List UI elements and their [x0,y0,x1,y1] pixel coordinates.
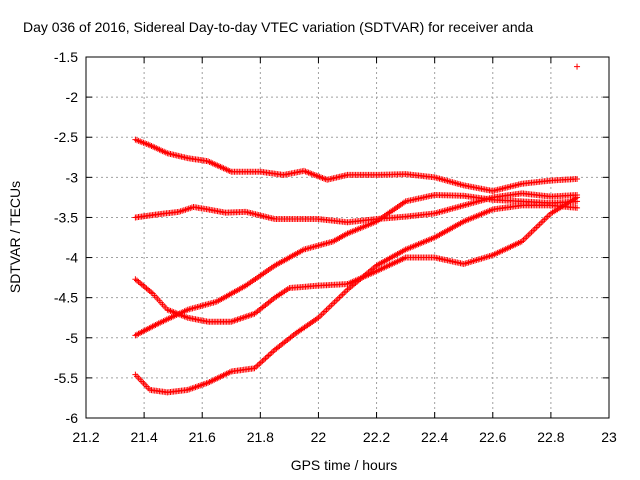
data-point [262,355,269,362]
x-tick-label: 22 [311,429,327,445]
x-axis-label: GPS time / hours [291,457,398,473]
x-tick-label: 22.2 [363,429,390,445]
data-point [251,365,258,372]
data-point [574,63,581,70]
data-point [256,361,263,368]
x-tick-label: 22.8 [537,429,564,445]
data-point [268,349,275,356]
data-point [146,288,153,295]
y-tick-label: -3.5 [54,209,78,225]
y-tick-label: -1.5 [54,49,78,65]
data-point [257,359,264,366]
x-tick-labels: 21.2 21.4 21.6 21.8 22 22.2 22.4 22.6 22.8 23 [72,429,617,445]
y-tick-label: -5.5 [54,370,78,386]
y-tick-label: -4.5 [54,290,78,306]
y-tick-label: -3 [66,169,79,185]
data-point [143,285,150,292]
x-tick-label: 23 [601,429,617,445]
y-tick-label: -4 [66,250,79,266]
grid [86,57,609,418]
y-tick-label: -5 [66,330,79,346]
data-point [267,351,274,358]
data-point [132,276,139,283]
data-point [574,198,581,205]
data-points [132,63,581,396]
y-tick-labels: -1.5 -2 -2.5 -3 -3.5 -4 -4.5 -5 -5.5 -6 [54,49,78,426]
series-track-5 [132,202,581,396]
data-point [135,278,142,285]
data-point [574,175,581,182]
data-point [133,277,140,284]
y-axis-label: SDTVAR / TECUs [7,181,23,293]
series-track-1 [132,136,581,194]
series-track-4 [132,191,581,339]
y-tick-label: -6 [66,410,79,426]
data-point [270,348,277,355]
data-point [140,282,147,289]
series-track-2 [132,190,581,226]
data-point [574,204,581,211]
data-point [264,353,271,360]
x-tick-label: 22.4 [421,429,448,445]
plot-frame [85,56,610,419]
x-tick-label: 22.6 [479,429,506,445]
axis-ticks [85,56,610,419]
x-tick-label: 21.4 [130,429,157,445]
data-point [137,280,144,287]
y-tick-label: -2.5 [54,129,78,145]
data-point [260,356,267,363]
x-tick-label: 21.8 [247,429,274,445]
series-outlier [574,63,581,70]
chart-title: Day 036 of 2016, Sidereal Day-to-day VTE… [23,19,533,35]
data-point [148,289,155,296]
x-tick-label: 21.6 [189,429,216,445]
data-point [265,352,272,359]
data-point [141,284,148,291]
data-point [145,286,152,293]
y-tick-label: -2 [66,89,79,105]
series-track-3 [132,194,581,325]
data-point [254,362,261,369]
x-tick-label: 21.2 [72,429,99,445]
